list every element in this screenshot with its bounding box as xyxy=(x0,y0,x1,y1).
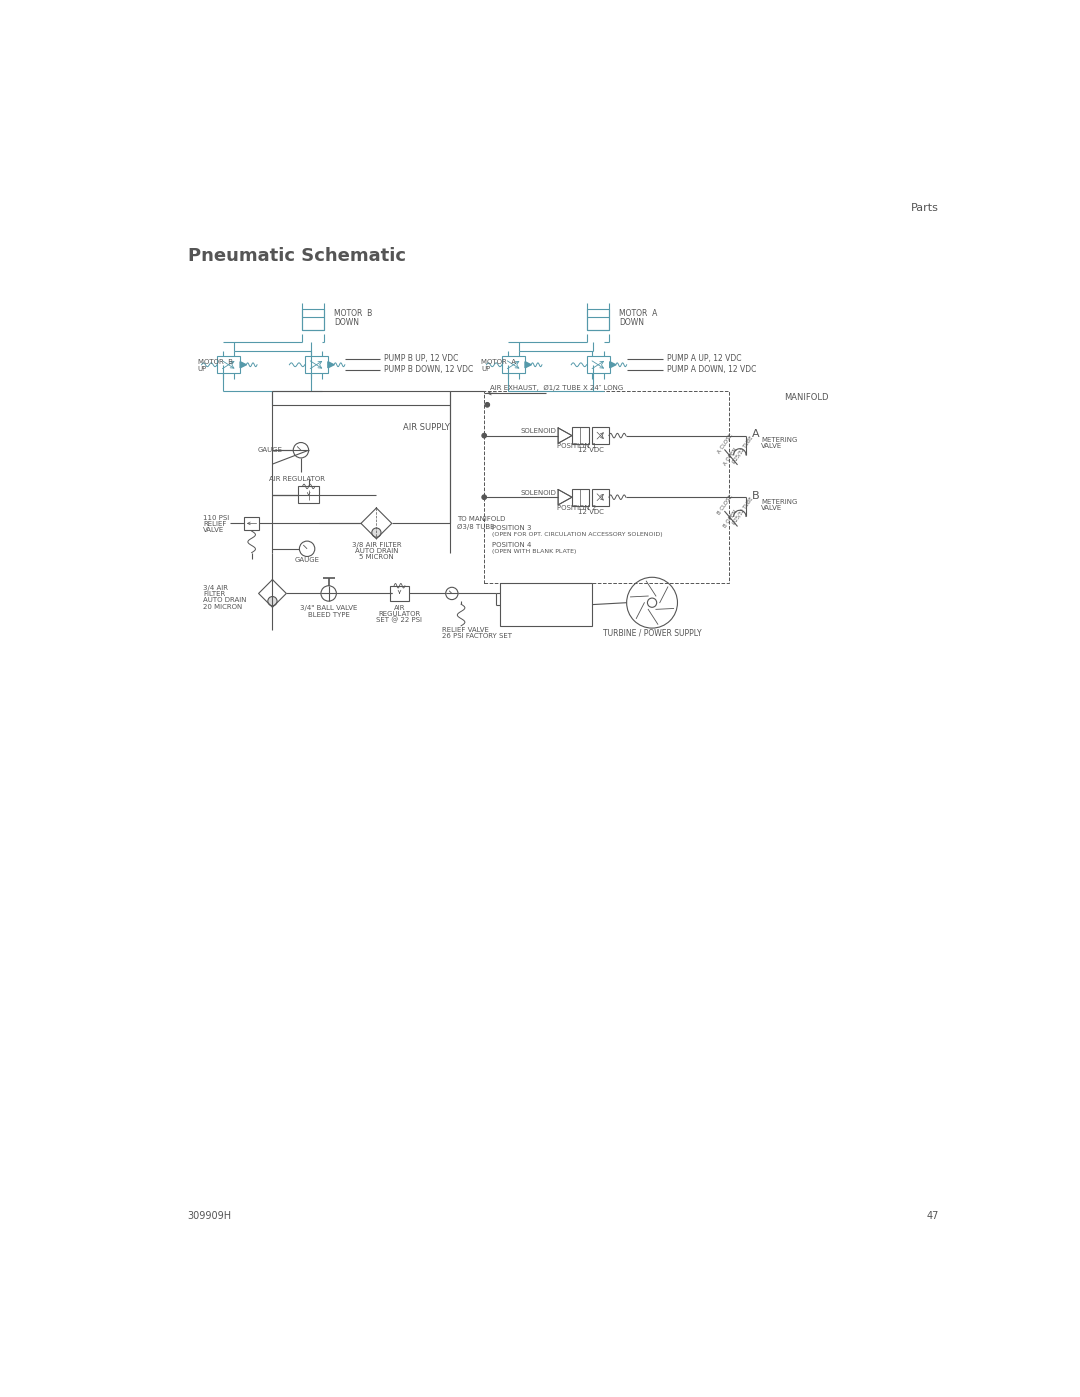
Text: B OPEN: B OPEN xyxy=(723,509,739,528)
Circle shape xyxy=(372,528,381,538)
Bar xyxy=(298,486,320,503)
Bar xyxy=(502,356,525,373)
Text: BLEED TYPE: BLEED TYPE xyxy=(308,612,350,617)
Bar xyxy=(302,309,324,330)
Text: Ø25/32 TUBE: Ø25/32 TUBE xyxy=(731,496,754,525)
Text: (OPEN FOR OPT. CIRCULATION ACCESSORY SOLENOID): (OPEN FOR OPT. CIRCULATION ACCESSORY SOL… xyxy=(491,532,662,538)
Text: A OPEN: A OPEN xyxy=(723,447,739,467)
Text: AUTO DRAIN: AUTO DRAIN xyxy=(203,598,246,604)
Text: TURBINE / POWER SUPPLY: TURBINE / POWER SUPPLY xyxy=(603,629,701,638)
Text: 47: 47 xyxy=(927,1211,939,1221)
Text: Ø25/32 TUBE: Ø25/32 TUBE xyxy=(731,434,754,464)
Text: UP: UP xyxy=(481,366,490,372)
Text: Ø3/8 TUBE: Ø3/8 TUBE xyxy=(457,524,495,531)
Polygon shape xyxy=(240,362,246,367)
Text: AIR SUPPLY: AIR SUPPLY xyxy=(403,423,449,433)
Text: TO MANIFOLD: TO MANIFOLD xyxy=(457,515,505,521)
Bar xyxy=(588,309,609,330)
Text: METERING: METERING xyxy=(761,437,798,443)
Text: 110 PSI: 110 PSI xyxy=(203,515,229,521)
Text: FILTER: FILTER xyxy=(203,591,226,598)
Text: A: A xyxy=(752,429,760,439)
Text: VALVE: VALVE xyxy=(761,504,783,511)
Bar xyxy=(586,356,610,373)
Text: 3/4 AIR: 3/4 AIR xyxy=(203,585,228,591)
Bar xyxy=(500,584,592,626)
Circle shape xyxy=(485,402,489,407)
Text: 3/8 AIR FILTER: 3/8 AIR FILTER xyxy=(352,542,401,548)
Text: Parts: Parts xyxy=(910,203,939,212)
Text: GAUGE: GAUGE xyxy=(295,557,320,563)
Text: PUMP A DOWN, 12 VDC: PUMP A DOWN, 12 VDC xyxy=(667,365,757,374)
Polygon shape xyxy=(610,362,616,367)
Text: AIR EXHAUST,  Ø1/2 TUBE X 24″ LONG: AIR EXHAUST, Ø1/2 TUBE X 24″ LONG xyxy=(489,384,623,391)
Polygon shape xyxy=(328,362,334,367)
Text: REGULATOR: REGULATOR xyxy=(378,612,420,617)
Bar xyxy=(572,489,589,506)
Text: B: B xyxy=(752,490,760,500)
Text: MOTOR  A: MOTOR A xyxy=(481,359,516,365)
Text: GAUGE: GAUGE xyxy=(257,447,283,453)
Circle shape xyxy=(482,433,486,437)
Text: POSITION 4: POSITION 4 xyxy=(491,542,531,548)
Circle shape xyxy=(482,495,486,500)
Text: METERING: METERING xyxy=(761,499,798,504)
Bar xyxy=(592,489,609,506)
Text: 20 MICRON: 20 MICRON xyxy=(203,604,242,609)
Text: AUTO DRAIN: AUTO DRAIN xyxy=(354,548,399,555)
Text: POSITION 2: POSITION 2 xyxy=(556,504,596,511)
Text: 309909H: 309909H xyxy=(188,1211,232,1221)
Text: AIR REGULATOR: AIR REGULATOR xyxy=(269,476,325,482)
Bar xyxy=(217,356,240,373)
Text: SET @ 22 PSI: SET @ 22 PSI xyxy=(377,617,422,623)
Text: A CLOSE: A CLOSE xyxy=(716,433,733,454)
Text: MANIFOLD: MANIFOLD xyxy=(784,393,829,401)
Bar xyxy=(484,391,729,584)
Text: 5 MICRON: 5 MICRON xyxy=(359,555,394,560)
Bar xyxy=(305,356,328,373)
Text: 3/4" BALL VALVE: 3/4" BALL VALVE xyxy=(300,605,357,610)
Text: RELIEF VALVE: RELIEF VALVE xyxy=(442,627,489,633)
Text: DOWN: DOWN xyxy=(334,319,359,327)
Bar xyxy=(390,585,409,601)
Bar xyxy=(572,427,589,444)
Text: POSITION 1: POSITION 1 xyxy=(556,443,596,450)
Text: PUMP B UP, 12 VDC: PUMP B UP, 12 VDC xyxy=(384,353,459,363)
Circle shape xyxy=(268,597,278,606)
Text: (OPEN WITH BLANK PLATE): (OPEN WITH BLANK PLATE) xyxy=(491,549,577,555)
Text: PUMP A UP, 12 VDC: PUMP A UP, 12 VDC xyxy=(667,353,742,363)
Text: PUMP B DOWN, 12 VDC: PUMP B DOWN, 12 VDC xyxy=(384,365,473,374)
Text: VALVE: VALVE xyxy=(761,443,783,450)
Text: MOTOR  A: MOTOR A xyxy=(619,310,658,319)
Text: SOLENOID: SOLENOID xyxy=(521,427,556,434)
Text: Pneumatic Schematic: Pneumatic Schematic xyxy=(188,247,406,265)
Text: SOLENOID: SOLENOID xyxy=(521,489,556,496)
Text: 12 VDC: 12 VDC xyxy=(578,447,604,453)
Polygon shape xyxy=(525,362,531,367)
Text: MOTOR  B: MOTOR B xyxy=(334,310,373,319)
Text: RELIEF: RELIEF xyxy=(203,521,227,527)
Text: MOTOR  B: MOTOR B xyxy=(198,359,233,365)
Text: POSITION 3: POSITION 3 xyxy=(491,525,531,531)
Text: B CLOSE: B CLOSE xyxy=(716,495,733,515)
Text: DOWN: DOWN xyxy=(619,319,644,327)
Text: VALVE: VALVE xyxy=(203,527,225,534)
Text: AIR: AIR xyxy=(394,605,405,610)
Bar xyxy=(592,427,609,444)
Bar xyxy=(244,517,259,529)
Text: 12 VDC: 12 VDC xyxy=(578,509,604,515)
Text: UP: UP xyxy=(198,366,207,372)
Text: 26 PSI FACTORY SET: 26 PSI FACTORY SET xyxy=(442,633,512,638)
